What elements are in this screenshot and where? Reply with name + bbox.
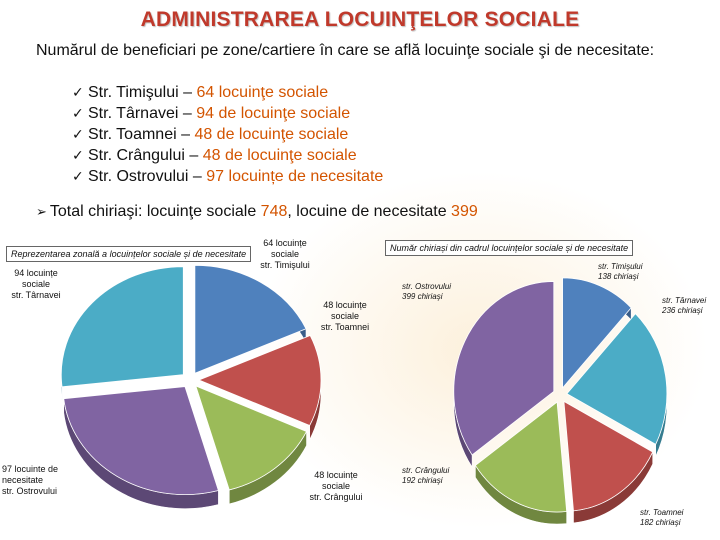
total-necesitate-value: 399 bbox=[451, 203, 478, 220]
check-icon: ✓ bbox=[72, 85, 84, 101]
list-item: ✓ Str. Ostrovului – 97 locuințe de necesi… bbox=[72, 168, 383, 186]
list-item-value: 64 locuinţe sociale bbox=[196, 84, 329, 101]
list-item-street: Str. Crângului – bbox=[88, 147, 203, 164]
check-icon: ✓ bbox=[72, 106, 84, 122]
chart2-slice-crângului bbox=[474, 401, 568, 513]
chart2-slice-timişului bbox=[562, 277, 632, 389]
intro-text: Numărul de beneficiari pe zone/cartiere … bbox=[36, 42, 655, 59]
total-social-value: 748 bbox=[260, 203, 288, 220]
chart2-slice-ostrovului bbox=[453, 281, 555, 456]
chart2-title: Număr chiriași din cadrul locuințelor so… bbox=[385, 240, 634, 256]
total-middle: , locuine de necesitate bbox=[287, 203, 452, 220]
chart2-slice-toamnei bbox=[563, 400, 654, 512]
chart1-title: Reprezentarea zonală a locuințelor socia… bbox=[6, 246, 252, 262]
list-item-street: Str. Toamnei – bbox=[88, 126, 195, 143]
list-item: ✓ Str. Timişului – 64 locuinţe sociale bbox=[72, 84, 328, 102]
arrow-bullet-icon: ➢ bbox=[36, 205, 47, 220]
chart1-label-timisului: 64 locuințe sociale str. Timişului bbox=[260, 238, 310, 270]
page-title: ADMINISTRAREA LOCUINŢELOR SOCIALE bbox=[140, 8, 580, 31]
chart1-slice-ostrovului bbox=[63, 386, 219, 496]
total-prefix: Total chiriaşi: locuinţe sociale bbox=[49, 203, 261, 220]
list-item: ✓ Str. Târnavei – 94 de locuinţe sociale bbox=[72, 105, 350, 123]
chart1-slice-timişului bbox=[194, 264, 307, 374]
chart1-label-tarnavei: 94 locuințe sociale str. Târnavei bbox=[11, 268, 61, 300]
chart1-slice-târnavei bbox=[60, 266, 184, 388]
list-item-value: 94 de locuinţe sociale bbox=[196, 105, 351, 122]
list-item-street: Str. Târnavei – bbox=[88, 105, 197, 122]
chart1-label-ostrovului: 97 locuinte de necesitate str. Ostrovului bbox=[2, 464, 59, 496]
chart2-label-tarnavei: str. Târnavei 236 chiriaşi bbox=[662, 296, 707, 315]
chart1-slice-toamnei bbox=[197, 334, 322, 426]
list-item: ✓ Str. Toamnei – 48 de locuinţe sociale bbox=[72, 126, 348, 144]
list-item-value: 48 de locuinţe sociale bbox=[202, 147, 357, 164]
check-icon: ✓ bbox=[72, 127, 84, 143]
list-item-street: Str. Ostrovului – bbox=[88, 168, 207, 185]
chart2-label-timisului: str. Timişului 138 chiriaşi bbox=[598, 262, 643, 281]
list-item-street: Str. Timişului – bbox=[88, 84, 197, 101]
check-icon: ✓ bbox=[72, 148, 84, 164]
list-item-value: 48 de locuinţe sociale bbox=[194, 126, 349, 143]
chart2-label-toamnei: str. Toamnei 182 chiriaşi bbox=[640, 508, 684, 527]
chart1-label-toamnei: 48 locuințe sociale str. Toamnei bbox=[320, 300, 370, 332]
list-item: ✓ Str. Crângului – 48 de locuinţe sociale bbox=[72, 147, 357, 165]
chart1-slice-crângului bbox=[195, 385, 308, 491]
chart2-label-crangului: str. Crângului 192 chiriaşi bbox=[402, 466, 450, 485]
chart1-label-crangului: 48 locuințe sociale str. Crângului bbox=[309, 470, 363, 502]
check-icon: ✓ bbox=[72, 169, 84, 185]
chart2-slice-târnavei bbox=[566, 313, 668, 445]
total-line: ➢ Total chiriaşi: locuinţe sociale 748, l… bbox=[36, 203, 478, 221]
list-item-value: 97 locuințe de necesitate bbox=[206, 168, 384, 185]
chart2-label-ostrovului: str. Ostrovului 399 chiriaşi bbox=[402, 282, 452, 301]
